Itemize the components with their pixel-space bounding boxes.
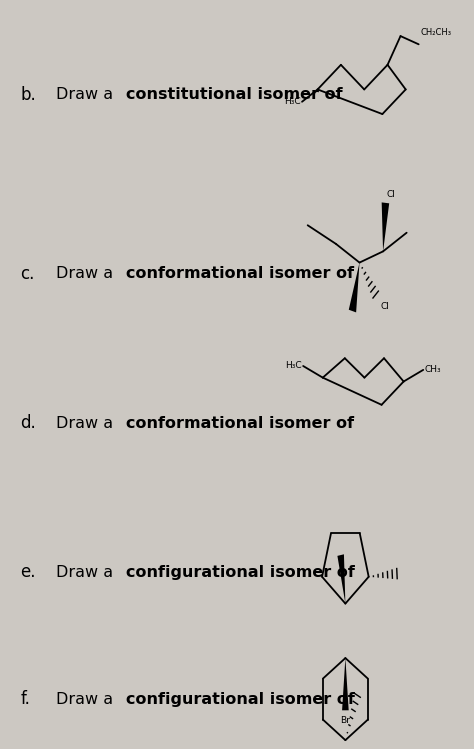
Text: Cl: Cl — [387, 190, 396, 199]
Text: configurational isomer of: configurational isomer of — [126, 691, 355, 706]
Text: Cl: Cl — [381, 302, 390, 311]
Text: conformational isomer of: conformational isomer of — [126, 416, 355, 431]
Polygon shape — [337, 554, 346, 604]
Text: Draw a: Draw a — [55, 416, 118, 431]
Text: f.: f. — [20, 690, 30, 708]
Text: b.: b. — [20, 85, 36, 103]
Text: CH₂CH₃: CH₂CH₃ — [420, 28, 451, 37]
Text: configurational isomer of: configurational isomer of — [126, 565, 355, 580]
Text: c.: c. — [20, 264, 35, 283]
Text: Draw a: Draw a — [55, 691, 118, 706]
Text: Br: Br — [340, 716, 350, 725]
Text: conformational isomer of: conformational isomer of — [126, 266, 355, 282]
Text: constitutional isomer of: constitutional isomer of — [126, 87, 343, 102]
Text: CH₃: CH₃ — [425, 366, 441, 374]
Polygon shape — [382, 202, 389, 252]
Text: Draw a: Draw a — [55, 565, 118, 580]
Text: H₃C: H₃C — [285, 362, 302, 371]
Text: d.: d. — [20, 414, 36, 432]
Text: Draw a: Draw a — [55, 266, 118, 282]
Polygon shape — [349, 263, 359, 312]
Polygon shape — [342, 658, 349, 710]
Text: H₃C: H₃C — [284, 97, 301, 106]
Text: e.: e. — [20, 563, 36, 581]
Text: Draw a: Draw a — [55, 87, 118, 102]
